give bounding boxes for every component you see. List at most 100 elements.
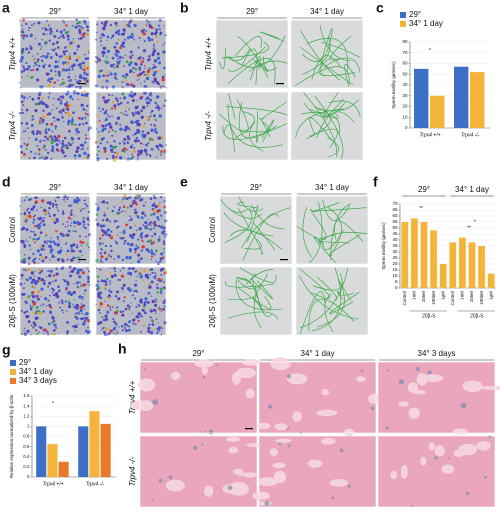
scale-bar [245,428,253,430]
sperm-track [295,108,344,139]
cell [126,55,129,57]
cell [84,289,87,292]
cell [31,119,33,121]
cell [84,223,86,225]
cell [28,156,31,158]
cell [125,105,128,108]
panel-label: f [373,174,378,190]
cell [125,73,129,77]
cell [83,71,87,75]
cell [60,232,64,236]
bar [487,273,495,288]
cell [67,229,71,233]
cell [26,278,29,282]
cell [27,256,31,260]
cell [102,136,105,140]
sperm-track [237,286,272,310]
cell [50,321,54,324]
cell [143,74,146,76]
cell [61,81,65,85]
cell [23,330,26,333]
cell [87,223,90,226]
cell [87,154,91,157]
scale-bar [280,259,288,261]
cell [32,311,36,315]
cell [37,309,41,313]
stain [144,368,147,371]
image-border [215,91,289,161]
y-tick-label: 30 [392,249,398,254]
cell [62,274,65,276]
cell [109,267,111,270]
cell [106,304,110,307]
cell [115,121,118,125]
cell [134,251,137,254]
micrograph [290,91,364,161]
cell [39,245,43,249]
image-border [295,266,369,336]
cell [160,215,163,217]
y-tick-label: 80 [402,39,408,44]
cell [103,24,107,28]
cell [131,54,134,57]
legend-swatch [10,378,16,384]
cell [133,290,136,293]
cell [100,260,103,263]
cell [33,65,36,67]
cell [40,206,42,209]
cell [128,325,131,328]
tissue-gap [422,374,444,383]
cell [120,200,123,203]
cell [69,213,73,216]
cell [134,210,138,215]
cell [105,79,109,83]
cell [101,241,104,244]
cell [67,141,70,145]
cell [26,143,29,146]
scale-bar [78,259,86,261]
cell [134,297,136,300]
cell [124,79,127,82]
cell [106,207,109,210]
cell [129,226,133,230]
cell [84,66,88,70]
x-tick-label: Control [450,291,455,306]
cell [157,279,159,282]
cell [149,228,153,231]
cell [152,63,155,66]
tissue-gap [428,442,435,451]
cell [97,308,101,312]
y-tick-label: 0.2 [23,464,30,469]
cell [130,120,134,124]
cell [77,20,81,25]
cell [66,234,69,237]
cell [51,109,53,111]
cell [29,306,32,308]
cell [109,71,111,73]
cell [83,317,86,319]
cell [151,109,154,113]
cell [150,114,153,116]
cell [111,134,114,137]
cell [69,244,74,248]
cell [102,74,106,78]
cell [105,109,108,112]
column-header: 29° [192,349,204,358]
cell [49,29,53,33]
cell [137,253,141,257]
cell [105,74,108,77]
cell [97,150,101,153]
cell [145,225,148,228]
cell [66,321,69,324]
cell [160,310,163,313]
cell [22,130,25,133]
cell [126,36,130,40]
sperm-track [237,207,264,255]
cell [69,271,71,273]
cell [41,39,43,41]
stain [434,456,438,460]
cell [146,96,150,100]
cell [150,331,154,335]
cell [51,202,55,206]
image-bg [20,196,90,264]
